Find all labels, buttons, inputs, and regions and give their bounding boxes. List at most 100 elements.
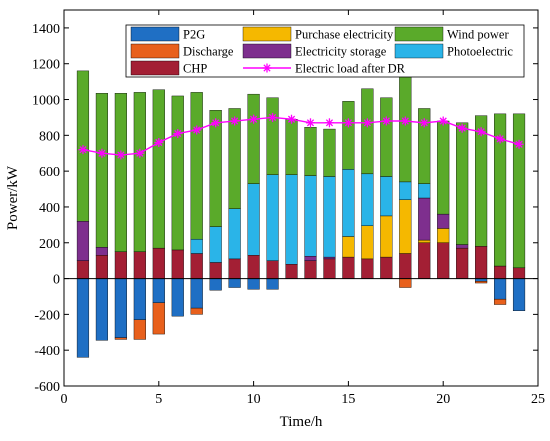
- bar-p2g-h7: [190, 278, 203, 309]
- bar-chp-h16: [361, 258, 374, 279]
- legend-swatch-discharge: [130, 43, 180, 59]
- x-tick-label: 20: [436, 392, 450, 407]
- bar-chp-h8: [209, 262, 222, 279]
- bar-wind-power-h8: [209, 110, 222, 227]
- bar-wind-power-h15: [342, 101, 355, 170]
- bar-p2g-h1: [76, 278, 90, 358]
- load-point-h10: [249, 114, 259, 124]
- bar-chp-h9: [228, 258, 241, 279]
- bar-photoelectric-h11: [266, 174, 279, 261]
- load-point-h13: [305, 118, 315, 128]
- x-tick-label: 25: [531, 392, 545, 407]
- load-point-h15: [343, 118, 353, 128]
- y-tick-label: 800: [39, 129, 60, 144]
- bar-electricity-storage-h14: [323, 256, 336, 260]
- legend-label-discharge: Discharge: [183, 45, 234, 59]
- load-point-h14: [324, 118, 334, 128]
- y-tick-label: -600: [34, 380, 60, 395]
- load-point-h17: [381, 116, 391, 126]
- y-tick-label: -200: [34, 308, 60, 323]
- bar-wind-power-h7: [190, 92, 203, 240]
- bar-chp-h13: [304, 260, 317, 279]
- bar-photoelectric-h8: [209, 226, 222, 263]
- y-tick-label: 400: [39, 201, 60, 216]
- legend-label-electric-load-after-dr: Electric load after DR: [295, 62, 406, 76]
- bar-discharge-h7: [190, 307, 203, 315]
- x-tick-label: 5: [155, 392, 162, 407]
- legend-label-purchase-electricity: Purchase electricity: [295, 28, 394, 42]
- bar-wind-power-h2: [95, 93, 108, 248]
- legend: P2G Discharge CHP Purchase electricity Elect…: [125, 24, 525, 78]
- bar-electricity-storage-h1: [76, 221, 90, 261]
- y-tick-label: 0: [53, 273, 60, 288]
- bar-photoelectric-h10: [247, 183, 260, 256]
- y-tick-label: 1200: [32, 58, 60, 73]
- series-line-electric-load: [82, 116, 520, 156]
- bar-wind-power-h21: [456, 122, 469, 245]
- bar-wind-power-h13: [304, 127, 317, 176]
- load-point-h20: [438, 116, 448, 126]
- bar-chp-h10: [247, 255, 260, 279]
- bar-discharge-h3: [114, 337, 127, 340]
- bar-purchase-electricity-h16: [361, 225, 374, 260]
- bar-wind-power-h17: [380, 97, 393, 177]
- load-point-h1: [78, 145, 88, 155]
- load-point-h21: [457, 123, 467, 133]
- bar-wind-power-h12: [285, 119, 298, 175]
- bar-wind-power-h14: [323, 128, 336, 177]
- bar-chp-h4: [133, 251, 146, 279]
- bar-p2g-h5: [152, 278, 165, 303]
- bar-electricity-storage-h21: [456, 244, 469, 249]
- bar-p2g-h23: [494, 278, 507, 300]
- load-point-h11: [268, 112, 278, 122]
- bar-chp-h24: [512, 267, 526, 279]
- legend-marker-electric-load: [262, 63, 272, 73]
- bar-chp-h11: [266, 260, 279, 279]
- bar-chp-h15: [342, 256, 355, 279]
- bar-photoelectric-h13: [304, 175, 317, 257]
- bar-chp-h5: [152, 247, 165, 279]
- bar-chp-h6: [171, 249, 184, 279]
- bar-purchase-electricity-h18: [399, 199, 412, 254]
- bar-electricity-storage-h20: [437, 213, 450, 229]
- bar-purchase-electricity-h20: [437, 228, 450, 243]
- bar-wind-power-h9: [228, 108, 241, 209]
- load-point-h9: [230, 116, 240, 126]
- bar-chp-h7: [190, 253, 203, 279]
- bar-wind-power-h19: [418, 108, 431, 184]
- load-point-h3: [116, 150, 126, 160]
- legend-swatch-photoelectric: [394, 43, 444, 59]
- load-point-h23: [495, 134, 505, 144]
- load-point-h12: [287, 114, 297, 124]
- bar-photoelectric-h7: [190, 238, 203, 254]
- load-point-h5: [154, 137, 164, 147]
- bar-wind-power-h20: [437, 120, 450, 215]
- legend-label-wind-power: Wind power: [447, 28, 509, 42]
- y-axis-title: Power/kW: [5, 165, 21, 230]
- bar-photoelectric-h18: [399, 181, 412, 200]
- y-tick-label: 600: [39, 165, 60, 180]
- y-tick-label: 1400: [32, 22, 60, 37]
- bars-layer: [76, 61, 526, 358]
- legend-swatch-p2g: [130, 26, 180, 42]
- bar-p2g-h9: [228, 278, 241, 288]
- bar-purchase-electricity-h19: [418, 239, 431, 243]
- bar-wind-power-h23: [494, 113, 507, 267]
- legend-swatch-purchase-electricity: [242, 26, 292, 42]
- legend-swatch-wind-power: [394, 26, 444, 42]
- legend-label-p2g: P2G: [183, 28, 205, 42]
- bar-chp-h12: [285, 264, 298, 279]
- plot-frame: [63, 9, 539, 387]
- bar-p2g-h3: [114, 278, 127, 338]
- bar-photoelectric-h17: [380, 176, 393, 217]
- bar-p2g-h8: [209, 278, 222, 291]
- bar-chp-h23: [494, 265, 507, 279]
- load-point-h4: [135, 148, 145, 158]
- load-line-layer: [78, 112, 524, 160]
- bar-purchase-electricity-h17: [380, 215, 393, 258]
- bar-discharge-h22: [475, 281, 488, 284]
- load-point-h24: [514, 139, 524, 149]
- bar-discharge-h23: [494, 298, 507, 305]
- bar-p2g-h2: [95, 278, 108, 341]
